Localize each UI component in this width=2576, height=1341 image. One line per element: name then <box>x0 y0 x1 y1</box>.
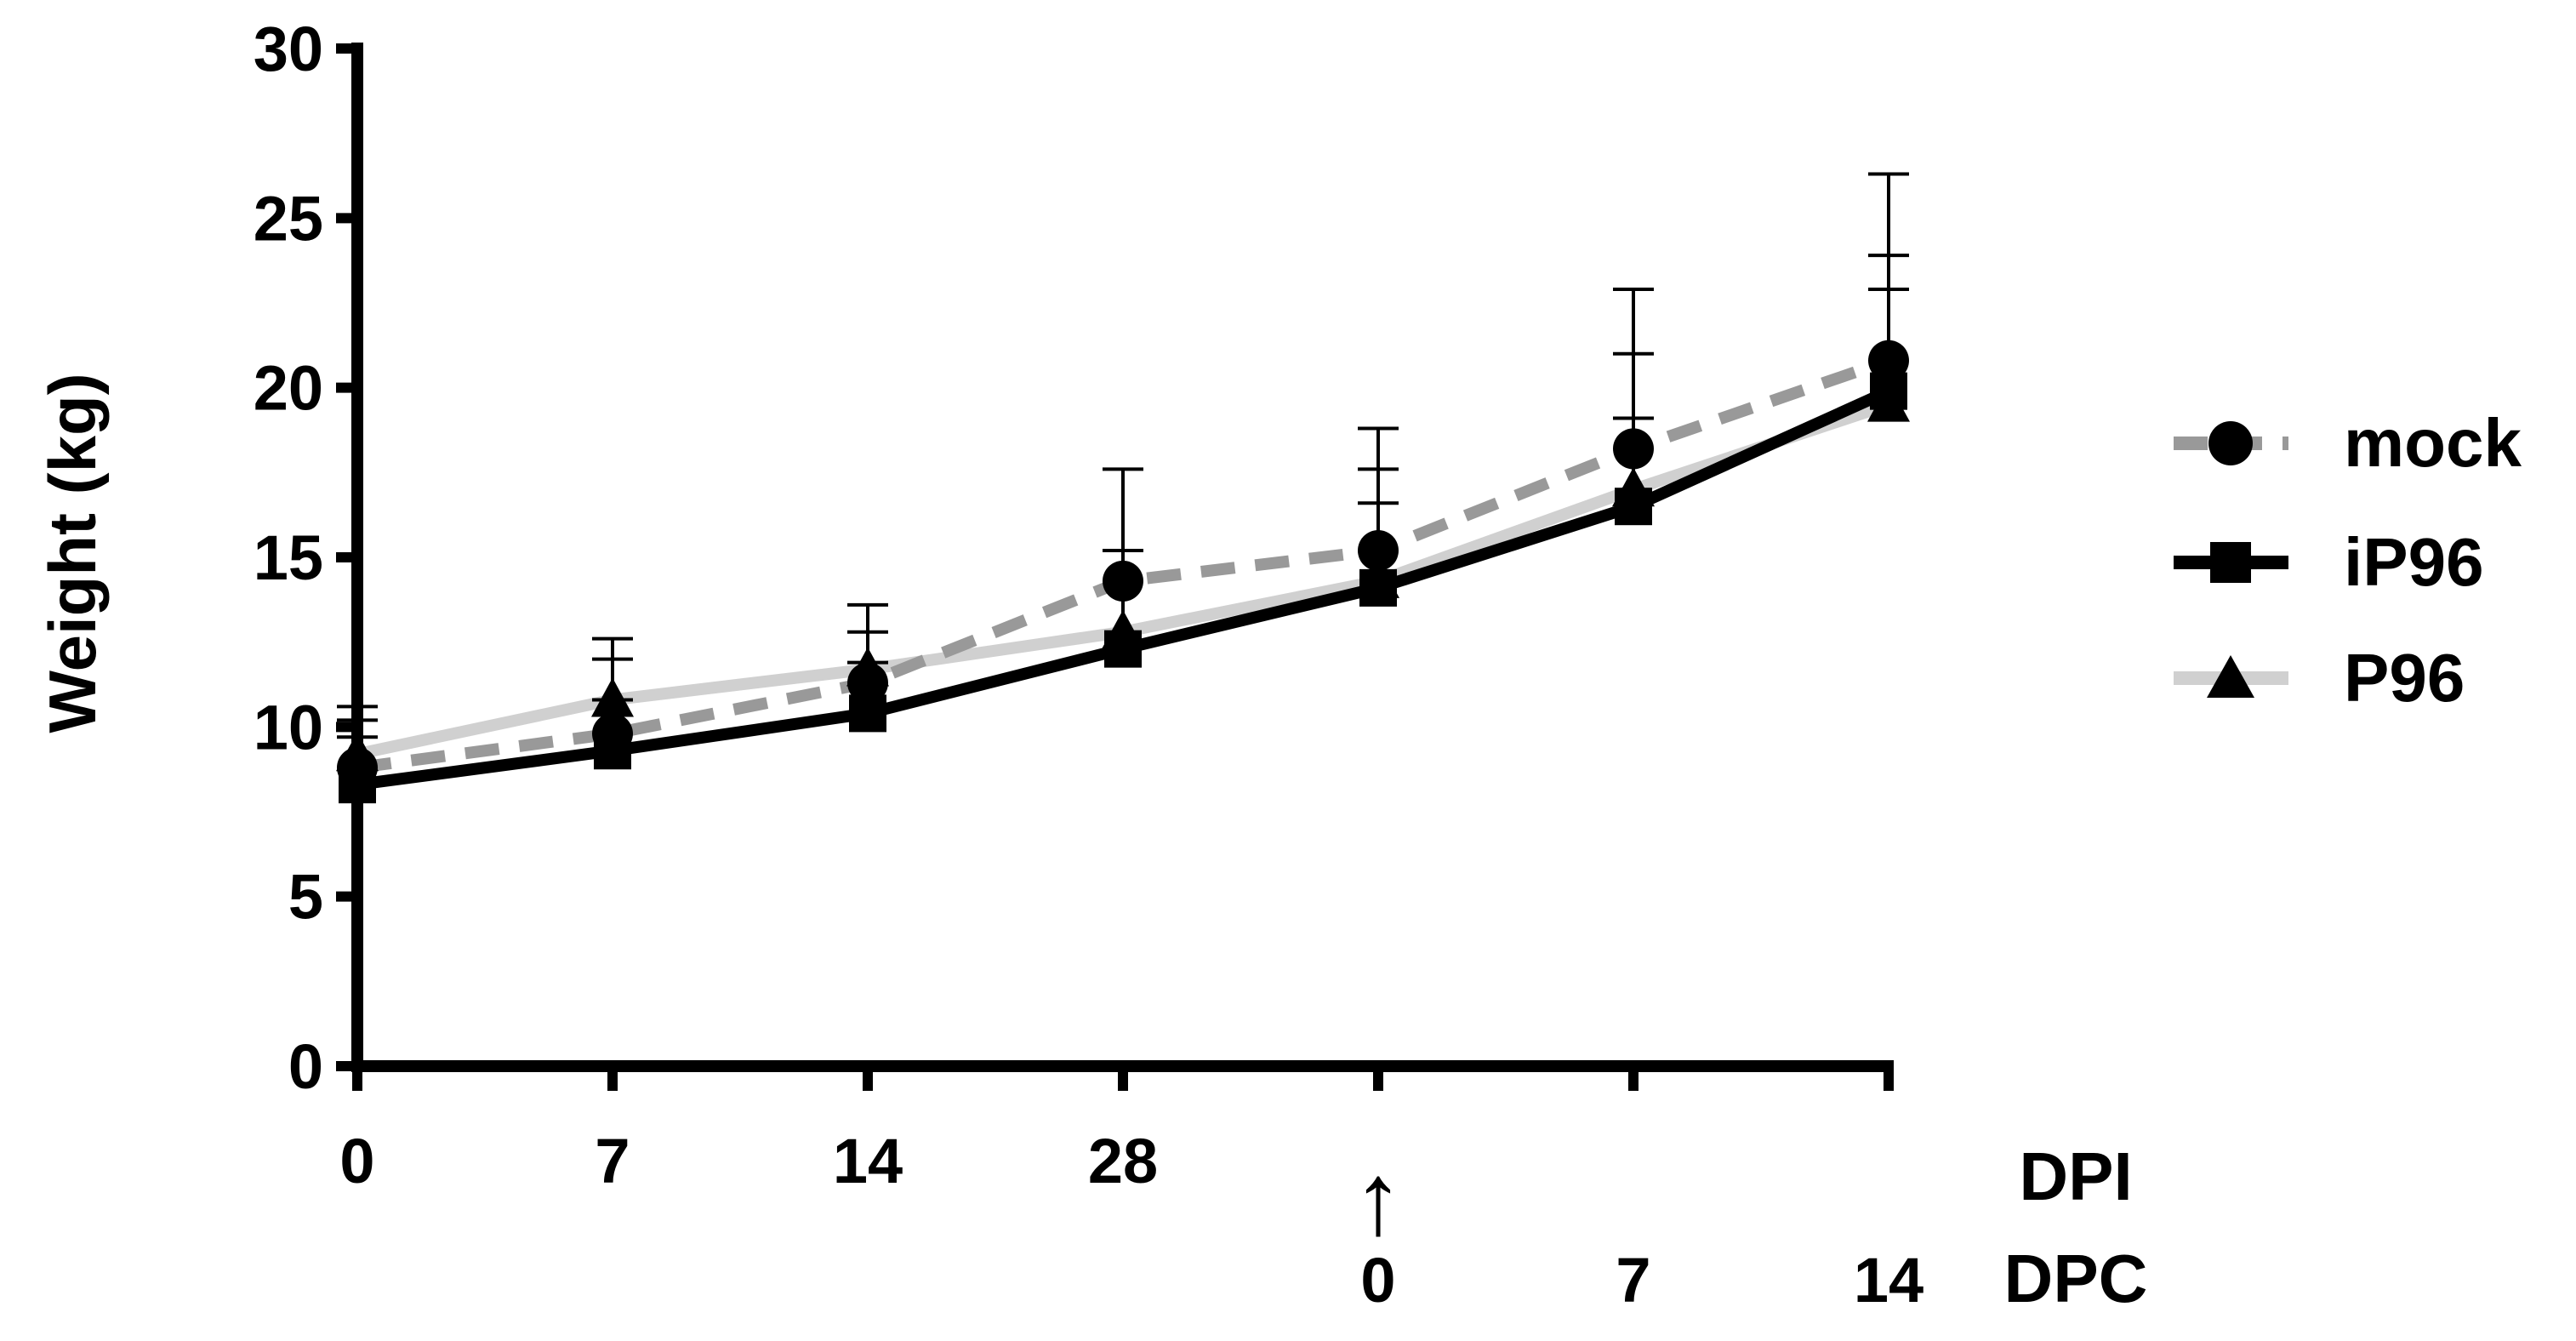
legend-label-ip96: iP96 <box>2344 524 2484 600</box>
y-axis-title: Weight (kg) <box>35 373 110 733</box>
legend: mock iP96 P96 <box>2174 405 2522 716</box>
x-tick-label-dpi-2: 14 <box>833 1126 903 1196</box>
y-tick-label: 15 <box>254 522 323 593</box>
x-tick-label-dpc-14: 14 <box>1854 1245 1923 1315</box>
data-point-p96 <box>1357 558 1399 598</box>
y-tick-label: 30 <box>254 14 323 84</box>
legend-label-p96: P96 <box>2344 640 2465 716</box>
dpi-label: DPI <box>2019 1138 2132 1214</box>
legend-item-p96: P96 <box>2174 640 2465 716</box>
data-point-mock <box>1613 428 1654 470</box>
legend-circle-marker <box>2208 421 2253 465</box>
legend-triangle-marker <box>2207 655 2254 698</box>
data-point-p96 <box>336 732 379 772</box>
data-point-ip96 <box>339 766 376 804</box>
data-point-ip96 <box>849 694 886 733</box>
legend-square-marker <box>2210 542 2251 583</box>
data-point-mock <box>1358 530 1399 572</box>
data-point-p96 <box>1867 382 1910 422</box>
legend-item-mock: mock <box>2174 405 2522 481</box>
x-tick-label-dpi-3: 28 <box>1088 1126 1158 1196</box>
data-point-p96 <box>846 647 889 687</box>
data-point-p96 <box>591 677 634 717</box>
x-tick-label-dpi-1: 7 <box>595 1126 630 1196</box>
x-tick-label-dpc-0: 0 <box>1360 1245 1395 1315</box>
y-axis-ticks: 0 5 10 15 20 25 30 <box>254 14 357 1102</box>
y-tick-label: 10 <box>254 692 323 762</box>
legend-label-mock: mock <box>2344 405 2522 481</box>
data-point-p96 <box>1612 467 1655 507</box>
challenge-arrow: ↑ <box>1353 1142 1404 1256</box>
data-point-ip96 <box>594 732 631 770</box>
legend-item-ip96: iP96 <box>2174 524 2484 600</box>
data-point-mock <box>1103 560 1143 602</box>
x-tick-label-dpi-0: 0 <box>339 1126 374 1196</box>
data-markers <box>336 340 1910 804</box>
y-tick-label: 0 <box>288 1031 323 1102</box>
dpc-label: DPC <box>2004 1241 2148 1316</box>
y-tick-label: 5 <box>288 862 323 933</box>
x-tick-label-dpc-7: 7 <box>1616 1245 1650 1315</box>
data-point-mock <box>1868 340 1909 381</box>
y-tick-label: 20 <box>254 353 323 424</box>
y-tick-label: 25 <box>254 183 323 254</box>
data-point-p96 <box>1102 609 1144 649</box>
